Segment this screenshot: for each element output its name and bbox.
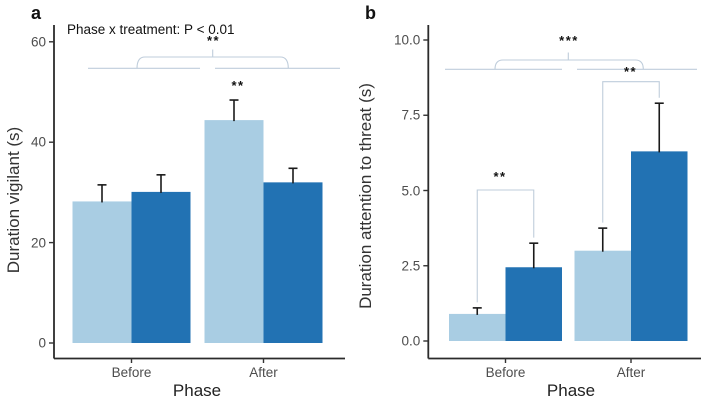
panel-a-bar-significance: ** [231,78,245,93]
panel-a-bar-before-dark_blue [131,191,191,343]
panel-b-significance-bracket-before [476,189,535,303]
panel-b-comparison-brace [494,59,644,70]
panel-a-bar-after-light_blue [204,120,264,343]
panel-b-x-axis-title: Phase [546,381,596,400]
panel-b-bar-before-dark_blue [505,267,562,341]
panel-a-bar-before-light_blue [72,201,132,343]
panel-b-bar-after-light_blue [574,250,631,341]
panel-a-annotation: Phase x treatment: P < 0.01 [67,22,235,37]
panel-a-bar-after-dark_blue [263,182,323,343]
panel-a-letter: a [31,3,42,23]
panel-b-after-significance: ** [623,64,638,79]
panel-a-y-axis-title: Duration vigilant (s) [4,126,23,274]
panel-b-bar-before-light_blue [449,313,506,341]
panel-b-letter: b [365,3,376,23]
panel-b-before-significance: ** [493,169,507,184]
panel-b-significance-bracket-after [602,81,660,223]
panel-b-bar-after-dark_blue [631,151,688,341]
panel-a-comparison-brace [136,56,289,69]
panel-a-phase-significance: ** [206,33,221,48]
panel-a-x-axis-title: Phase [172,381,222,400]
panel-b-y-axis-title: Duration attention to threat (s) [356,83,375,309]
panel-b-phase-significance: *** [559,33,579,48]
